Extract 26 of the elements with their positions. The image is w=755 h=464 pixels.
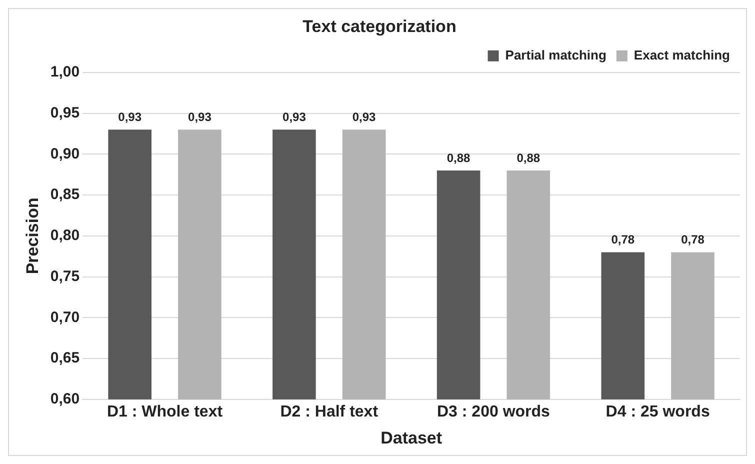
chart-title: Text categorization (302, 16, 456, 36)
data-label: 0,88 (516, 150, 540, 165)
data-label: 0,93 (118, 110, 142, 124)
legend-label: Exact matching (634, 47, 730, 62)
data-label: 0,78 (681, 232, 705, 247)
data-label: 0,93 (188, 110, 212, 124)
x-axis-title: Dataset (380, 428, 442, 448)
y-tick-label: 0,85 (50, 186, 80, 204)
x-tick-label: D1 : Whole text (106, 403, 224, 420)
y-tick-label: 0,60 (50, 390, 80, 408)
legend-label: Partial matching (505, 47, 606, 62)
y-tick-label: 0,95 (50, 104, 80, 122)
y-tick-label: 0,80 (50, 227, 80, 244)
x-tick-label: D3 : 200 words (437, 403, 550, 420)
y-tick-label: 0,90 (50, 145, 80, 162)
x-tick-label: D4 : 25 words (606, 403, 710, 420)
y-tick-label: 0,75 (50, 268, 80, 285)
y-tick-label: 1,00 (50, 64, 80, 81)
data-label: 0,88 (446, 150, 471, 165)
y-axis-title: Precision (22, 198, 42, 274)
y-tick-label: 0,65 (50, 350, 80, 367)
y-tick-label: 0,70 (50, 308, 80, 326)
x-tick-label: D2 : Half text (280, 403, 379, 420)
data-label: 0,78 (611, 232, 635, 247)
data-label: 0,93 (352, 110, 376, 124)
data-label: 0,93 (282, 110, 306, 124)
